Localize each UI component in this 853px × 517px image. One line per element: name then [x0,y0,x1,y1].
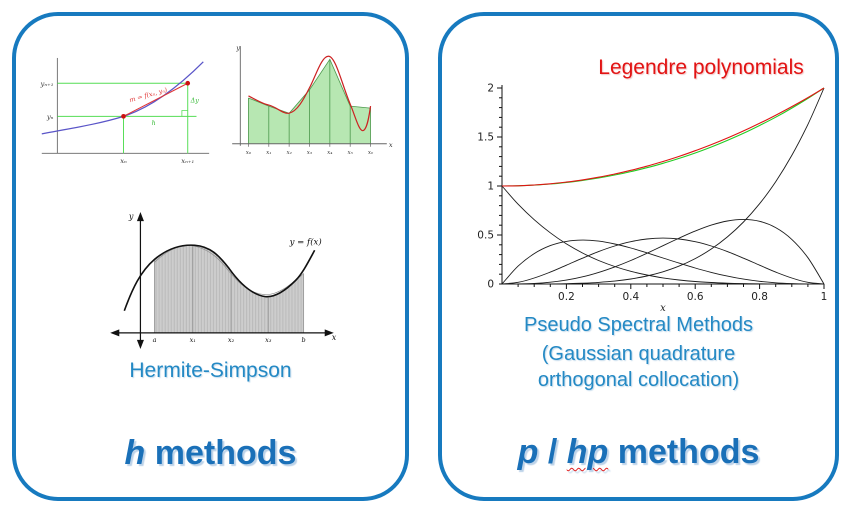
y-tick-label: 0 [487,279,494,291]
y-axis-label: y [235,44,240,52]
svg-text:x₁: x₁ [190,336,196,344]
shaded-area [154,245,304,333]
solution-curve [41,61,204,135]
series-1-black-basis-1 [501,239,824,285]
p-hp-methods-panel: Legendre polynomials 0 0.5 1 1.5 2 0.2 0.4 0.6 0… [438,12,839,501]
x-tick-marks [248,143,371,147]
label-x-n: xₙ [120,157,127,165]
hermite-simpson-diagram: y x y = f(x) a x₁ x₂ x₃ b [110,212,337,349]
trapezoid-rule-diagram: y x x₀ x₁ x₂ x₃ x₄ x₅ x₆ [232,44,393,156]
x-tick-label: 0.6 [687,291,704,303]
point-xn-yn [121,114,126,119]
function-curve [123,244,316,311]
svg-text:a: a [153,336,157,344]
svg-text:x₂: x₂ [286,150,292,156]
curve-label: y = f(x) [289,236,322,247]
svg-text:x₅: x₅ [347,150,353,156]
h-label: h [152,120,156,127]
y-tick-label: 0.5 [477,230,494,242]
h-methods-title: h methods [16,434,405,473]
series-6-red-function [501,87,825,187]
orthogonal-collocation-caption: orthogonal collocation) [537,369,740,391]
x-axis-label: x [660,303,666,314]
x-tick-labels: x₀ x₁ x₂ x₃ x₄ x₅ x₆ [246,150,374,156]
x-tick-label: 0.4 [622,291,639,303]
euler-method-diagram: yₙ₊₁ yₙ xₙ xₙ₊₁ m = f(xₙ, yₙ) Δy h [40,57,210,165]
x-tick-labels: a x₁ x₂ x₃ b [153,336,306,344]
p-hp-title-sep: / [538,433,567,471]
trapezoid-verticals [248,59,371,144]
pseudo-spectral-caption: Pseudo Spectral Methods [523,314,754,336]
label-x-n1: xₙ₊₁ [181,157,194,165]
svg-text:x₄: x₄ [327,150,332,156]
p-hp-title-p: p [517,433,539,471]
series-0-black-basis-0 [501,185,824,285]
legendre-chart-svg: 0 0.5 1 1.5 2 0.2 0.4 0.6 0.8 1 x [477,83,828,315]
y-tick-label: 1.5 [477,132,494,144]
series-5-green-approximation [501,87,825,187]
y-tick-label: 2 [487,83,494,95]
strip-division-lines [154,246,305,333]
svg-text:x₆: x₆ [368,150,374,156]
y-tick-label: 1 [487,181,494,193]
x-axis-label: x [332,333,337,342]
x-tick-label: 0.2 [558,291,575,303]
gaussian-quadrature-caption: (Gaussian quadrature [541,343,736,365]
point-xn1-yn1 [185,80,191,86]
h-methods-title-h: h [124,434,146,472]
right-angle-mark [181,110,188,117]
series-4-black-basis-4 [501,87,825,285]
svg-text:x₁: x₁ [266,150,271,156]
series-3-black-basis-3 [501,218,825,285]
svg-text:x₀: x₀ [246,150,252,156]
hermite-simpson-caption: Hermite-Simpson [129,359,292,382]
x-tick-label: 1 [821,291,828,303]
axis-arrowheads [110,212,334,349]
series-2-black-basis-2 [501,237,825,285]
tangent-line [123,82,188,117]
svg-text:x₃: x₃ [265,336,272,344]
x-axis-label: x [389,141,393,149]
y-axis-label: y [128,212,134,221]
slope-label: m = f(xₙ, yₙ) [129,87,169,105]
function-curve [248,55,372,132]
p-hp-title-rest: methods [608,433,760,471]
svg-text:x₂: x₂ [228,336,235,344]
x-tick-label: 0.8 [751,291,768,303]
label-y-n: yₙ [46,113,54,121]
svg-text:x₃: x₃ [307,150,313,156]
svg-text:b: b [301,336,305,344]
p-hp-methods-title: p / hp methods [442,433,835,472]
dy-label: Δy [190,98,200,105]
p-hp-title-hp: hp [566,433,609,471]
h-methods-panel: yₙ₊₁ yₙ xₙ xₙ₊₁ m = f(xₙ, yₙ) Δy h [12,12,409,501]
legendre-title: Legendre polynomials [598,56,804,79]
label-y-n1: yₙ₊₁ [40,80,54,88]
h-methods-title-rest: methods [145,434,297,472]
